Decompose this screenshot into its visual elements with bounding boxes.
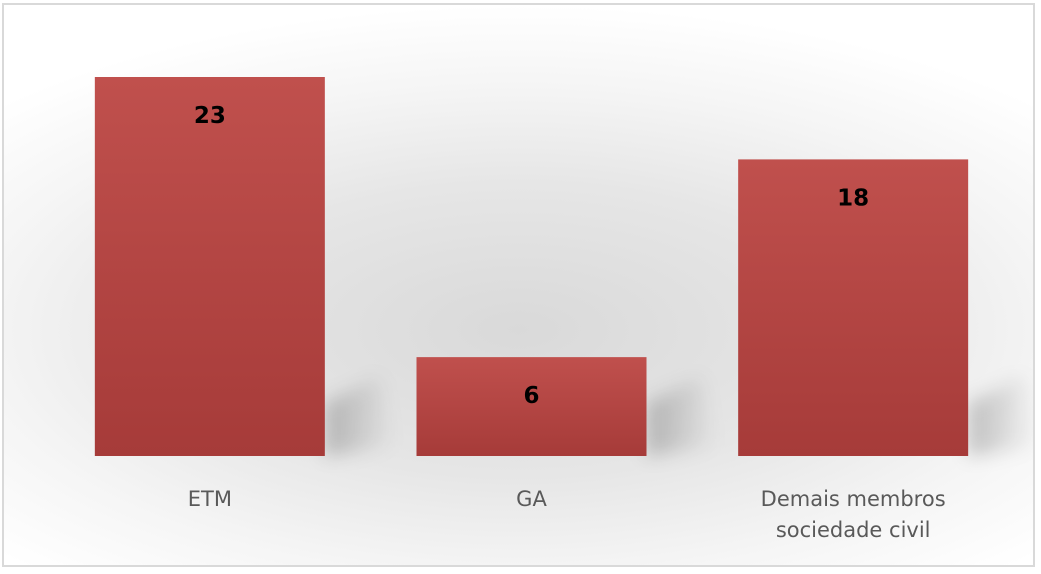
category-label: Demais membros sociedade civil bbox=[761, 487, 946, 542]
data-label: 18 bbox=[837, 185, 869, 211]
bar-chart: 23 6 18 ETM GA Demais membros sociedade civil bbox=[94, 77, 1033, 542]
category-labels-group: ETM GA Demais membros sociedade civil bbox=[188, 487, 946, 542]
bar-shadow bbox=[324, 375, 395, 456]
bar bbox=[738, 159, 969, 457]
category-label-line: Demais membros bbox=[761, 487, 946, 511]
chart-frame: 23 6 18 ETM GA Demais membros sociedade civil bbox=[2, 3, 1035, 567]
bar-shadow bbox=[968, 375, 1033, 456]
category-label: GA bbox=[516, 487, 547, 511]
data-labels-group: 23 6 18 bbox=[194, 103, 869, 409]
bars-group bbox=[94, 77, 969, 457]
bar bbox=[94, 77, 325, 456]
category-label: ETM bbox=[188, 487, 232, 511]
bar bbox=[416, 357, 647, 456]
data-label: 6 bbox=[523, 383, 539, 409]
category-label-line: GA bbox=[516, 487, 547, 511]
bar-shadows bbox=[324, 375, 1033, 456]
category-label-line: sociedade civil bbox=[776, 518, 931, 542]
data-label: 23 bbox=[194, 103, 226, 129]
bar-shadow bbox=[646, 375, 717, 456]
category-label-line: ETM bbox=[188, 487, 232, 511]
